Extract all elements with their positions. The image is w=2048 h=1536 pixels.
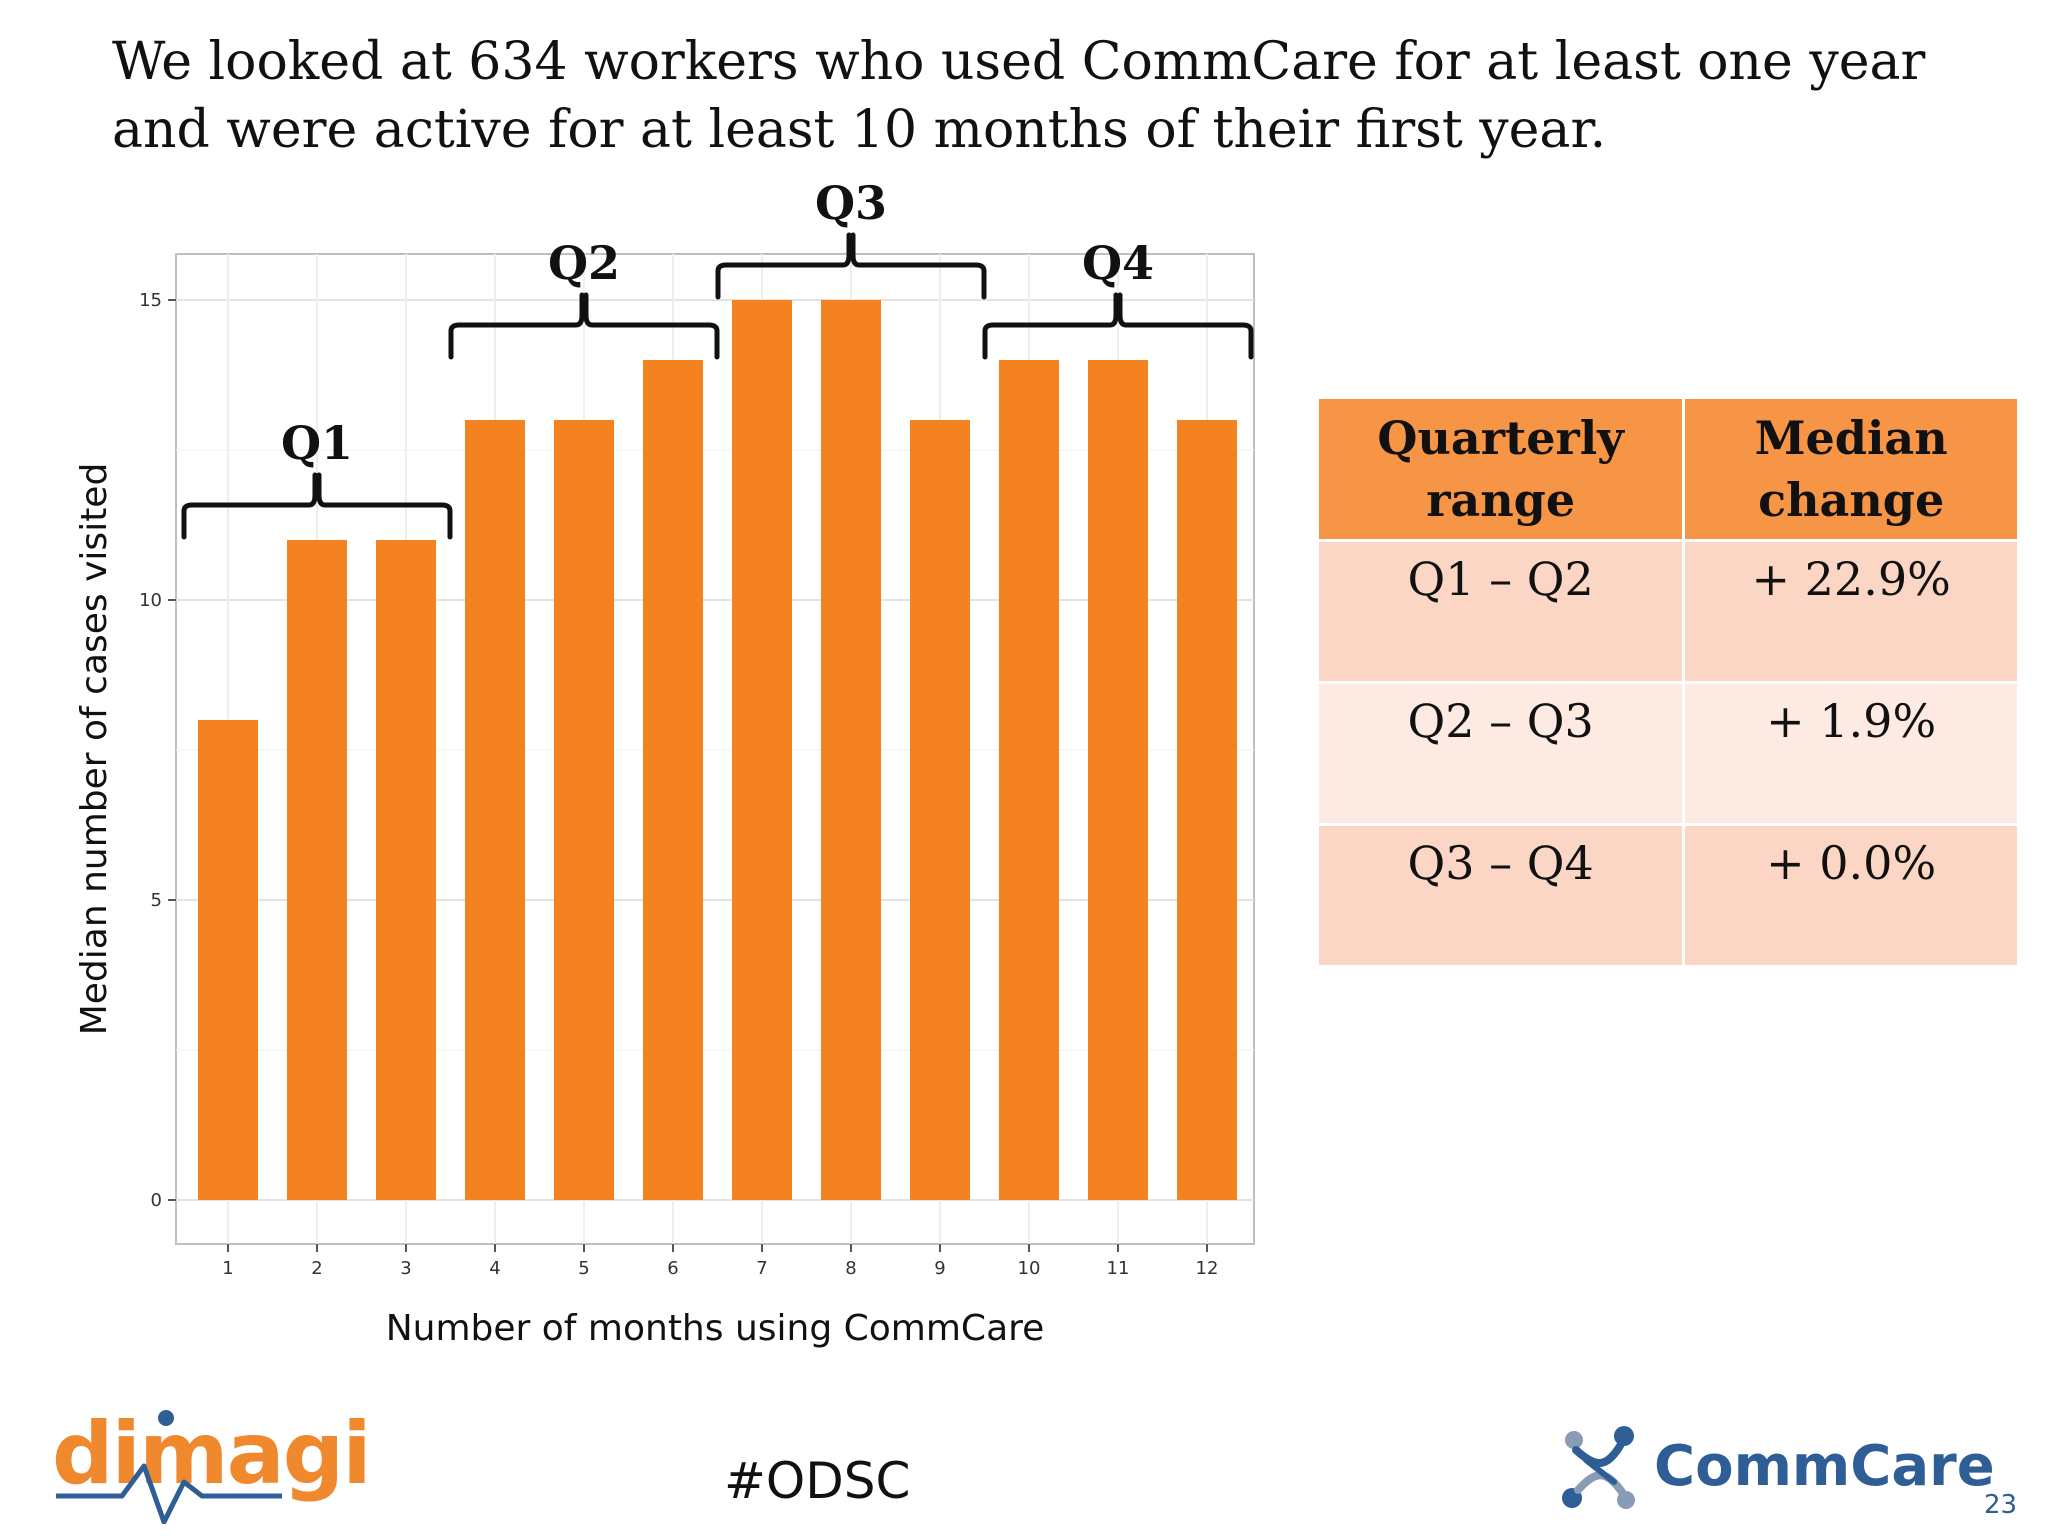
table-header-row: Quarterly range Median change — [1315, 396, 2020, 542]
slide-headline: We looked at 634 workers who used CommCa… — [112, 32, 1926, 160]
table-cell-change: + 1.9% — [1682, 681, 2020, 826]
bar-month-7 — [732, 300, 792, 1200]
bar-month-4 — [465, 420, 525, 1200]
x-tick-label: 8 — [845, 1258, 856, 1279]
bar-month-6 — [643, 360, 703, 1200]
x-tick-label: 6 — [667, 1258, 678, 1279]
quarter-brackets: Q1 Q2 Q3 Q4 — [181, 176, 1254, 540]
commcare-logo-text: CommCare — [1654, 1434, 1995, 1499]
bar-month-9 — [910, 420, 970, 1200]
table-cell-change: + 0.0% — [1682, 823, 2020, 968]
bar-month-8 — [821, 300, 881, 1200]
bar-month-12 — [1177, 420, 1237, 1200]
bar-month-5 — [554, 420, 614, 1200]
table-header-range: Quarterly range — [1315, 396, 1686, 542]
dimagi-logo: dimagi — [52, 1404, 372, 1524]
x-tick-label: 12 — [1196, 1258, 1219, 1279]
x-tick-label: 4 — [489, 1258, 500, 1279]
y-tick-label: 10 — [139, 590, 162, 611]
plot-panel — [175, 253, 1255, 1245]
commcare-logo: CommCare — [1556, 1420, 1995, 1520]
x-tick-label: 5 — [578, 1258, 589, 1279]
bracket-label-q1: Q1 — [281, 416, 353, 470]
x-axis-title: Number of months using CommCare — [386, 1308, 1045, 1349]
quarterly-change-table: Quarterly range Median change Q1 – Q2 + … — [1315, 396, 2020, 968]
page-number: 23 — [1984, 1490, 2018, 1520]
x-tick-label: 7 — [756, 1258, 767, 1279]
table-row: Q1 – Q2 + 22.9% — [1315, 539, 2020, 684]
table-row: Q3 – Q4 + 0.0% — [1315, 823, 2020, 968]
heartbeat-icon — [56, 1410, 282, 1524]
y-tick-label: 15 — [139, 290, 162, 311]
bracket-q1 — [181, 472, 453, 540]
x-tick-label: 11 — [1107, 1258, 1130, 1279]
dimagi-logo-text: dimagi — [52, 1404, 372, 1504]
table-header-change: Median change — [1682, 396, 2020, 542]
x-tick-label: 3 — [400, 1258, 411, 1279]
x-tick-label: 10 — [1018, 1258, 1041, 1279]
bracket-q2 — [448, 292, 720, 360]
bracket-label-q3: Q3 — [815, 176, 887, 230]
table-cell-range: Q2 – Q3 — [1315, 681, 1686, 826]
bracket-label-q4: Q4 — [1082, 236, 1154, 290]
bracket-label-q2: Q2 — [548, 236, 620, 290]
table-row: Q2 – Q3 + 1.9% — [1315, 681, 2020, 826]
y-tick-label: 0 — [151, 1190, 162, 1211]
bar-month-2 — [287, 540, 347, 1200]
commcare-knot-icon — [1562, 1426, 1635, 1509]
x-tick-label: 1 — [222, 1258, 233, 1279]
y-tick-label: 5 — [151, 890, 162, 911]
table-cell-change: + 22.9% — [1682, 539, 2020, 684]
bar-month-1 — [198, 720, 258, 1200]
bar-month-10 — [999, 360, 1059, 1200]
bracket-q3 — [715, 232, 987, 300]
x-tick-label: 9 — [934, 1258, 945, 1279]
bar-month-11 — [1088, 360, 1148, 1200]
bar-month-3 — [376, 540, 436, 1200]
y-axis-title: Median number of cases visited — [74, 463, 115, 1036]
table-cell-range: Q3 – Q4 — [1315, 823, 1686, 968]
bars — [198, 300, 1237, 1200]
x-tick-label: 2 — [311, 1258, 322, 1279]
bracket-q4 — [982, 292, 1254, 360]
table-cell-range: Q1 – Q2 — [1315, 539, 1686, 684]
event-hashtag: #ODSC — [724, 1452, 911, 1510]
